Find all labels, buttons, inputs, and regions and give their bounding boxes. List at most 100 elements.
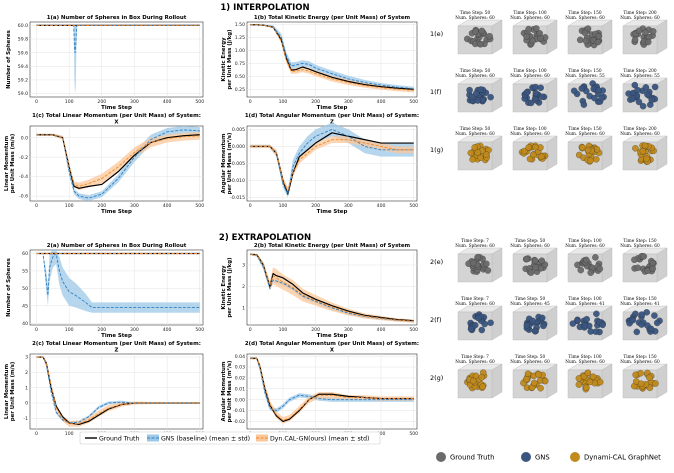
snapshot-row-label: 2(e): [430, 258, 443, 266]
sphere: [596, 378, 604, 386]
legend-gt-label: Ground Truth: [99, 436, 139, 443]
box-side: [656, 19, 668, 55]
x-tick-label: 200: [97, 327, 106, 333]
sphere: [642, 84, 650, 91]
sphere: [531, 327, 539, 335]
sphere: [637, 380, 645, 387]
snapshot-sphere-count: Num. Spheres: 60: [510, 74, 550, 79]
plot-area-1a: [29, 21, 204, 98]
sphere: [537, 384, 544, 392]
y-tick-label: 59.2: [18, 78, 28, 84]
sphere: [576, 36, 584, 44]
y-tick-label: 3: [25, 355, 28, 361]
snapshot-time-step: Time Step: 100: [568, 297, 601, 302]
snapshot-sphere-count: Num. Spheres: 60: [455, 132, 495, 137]
sphere: [629, 95, 637, 103]
y-tick-label: 0.02: [235, 376, 245, 382]
sphere: [651, 312, 658, 319]
x-tick-label: 200: [97, 99, 106, 105]
chart-title-1d: 1(d) Total Angular Momentum (per Unit Ma…: [245, 113, 419, 119]
y-tick-label: -0.2: [19, 155, 28, 161]
x-tick-label: 500: [409, 99, 418, 105]
chart-1c: 0 100 200 300 400 500 -0.6 -0.4 -0.2 0.0 1(c) Tota…: [4, 113, 204, 215]
snapshot-legend-dyn: Dynami-CAL GraphNet: [584, 454, 661, 462]
x-tick-label: 100: [279, 99, 288, 105]
sphere: [634, 264, 642, 272]
snapshot-time-step: Time Step: 150: [623, 239, 656, 244]
y-tick-label: -0.010: [230, 178, 245, 184]
snapshot-time-step: Time Step: 7: [461, 297, 489, 302]
sphere: [593, 310, 600, 318]
x-tick-label: 300: [130, 327, 139, 333]
sphere: [570, 87, 578, 95]
x-tick-label: 0: [35, 431, 38, 437]
sphere: [532, 143, 539, 151]
snapshot-time-step: Time Step: 200: [623, 11, 656, 16]
snapshot-time-step: Time Step: 50: [460, 11, 491, 16]
y-axis-label-2b: per Unit Mass (J/kg): [227, 257, 233, 317]
sphere: [577, 266, 585, 274]
box-side: [491, 77, 503, 113]
snapshot-sphere-count: Num. Spheres: 60: [455, 16, 495, 21]
sphere: [584, 369, 592, 377]
sphere: [482, 151, 490, 158]
snapshot-legend-gt: Ground Truth: [450, 454, 494, 462]
snapshot-time-step: Time Step: 150: [568, 127, 601, 132]
x-tick-label: 300: [130, 99, 139, 105]
snapshot-sphere-count: Num. Spheres: 60: [565, 16, 605, 21]
sphere: [578, 85, 586, 92]
sphere: [633, 328, 641, 336]
y-tick-label: 59.8: [18, 37, 28, 43]
chart-title-1c: 1(c) Total Linear Momentum (per Unit Mas…: [32, 113, 201, 119]
sphere: [586, 378, 594, 386]
sphere: [581, 29, 589, 37]
sphere: [467, 149, 475, 157]
sphere: [594, 38, 602, 46]
y-tick-label: 1.25: [235, 35, 245, 41]
sphere: [477, 86, 485, 93]
sphere: [479, 383, 486, 390]
y-tick-label: -0.01: [233, 408, 245, 414]
sphere: [634, 86, 641, 94]
sphere: [631, 36, 639, 44]
y-tick-label: 1: [242, 305, 245, 311]
box-side: [546, 135, 558, 171]
sphere: [644, 91, 651, 98]
sphere: [598, 94, 605, 102]
series-line-gns-2c: [36, 356, 200, 424]
sphere: [631, 81, 639, 89]
x-tick-label: 400: [377, 327, 386, 333]
sphere: [652, 380, 659, 387]
x-tick-label: 300: [344, 203, 353, 209]
snapshot-sphere-count: Num. Spheres: 41: [565, 302, 605, 307]
chart-2a: 0 100 200 300 400 500 40 45 50 55 60 2(a) Number of…: [6, 243, 204, 339]
sphere: [471, 321, 479, 329]
series-line-dyn-1d: [250, 139, 414, 192]
sphere: [640, 253, 648, 260]
y-tick-label: 59.4: [18, 64, 28, 70]
x-tick-label: 100: [65, 99, 74, 105]
x-tick-label: 500: [195, 203, 204, 209]
y-axis-label-1b: per Unit Mass (J/kg): [227, 29, 233, 89]
y-tick-label: 0.75: [235, 61, 245, 67]
sphere: [523, 322, 531, 329]
x-tick-label: 0: [35, 327, 38, 333]
sphere: [639, 102, 647, 110]
snapshot-sphere-count: Num. Spheres: 41: [620, 302, 660, 307]
series-line-gns-1d: [250, 128, 414, 195]
sphere: [651, 83, 659, 91]
y-tick-label: 0.01: [235, 386, 245, 392]
snapshot-legend-gns: GNS: [535, 454, 550, 462]
band-dyn-2b: [250, 253, 414, 323]
snapshot-sphere-count: Num. Spheres: 60: [455, 360, 495, 365]
box-side: [601, 247, 613, 283]
sphere: [484, 267, 492, 274]
sphere: [639, 147, 647, 155]
series-line-gns-1a: [36, 24, 200, 54]
